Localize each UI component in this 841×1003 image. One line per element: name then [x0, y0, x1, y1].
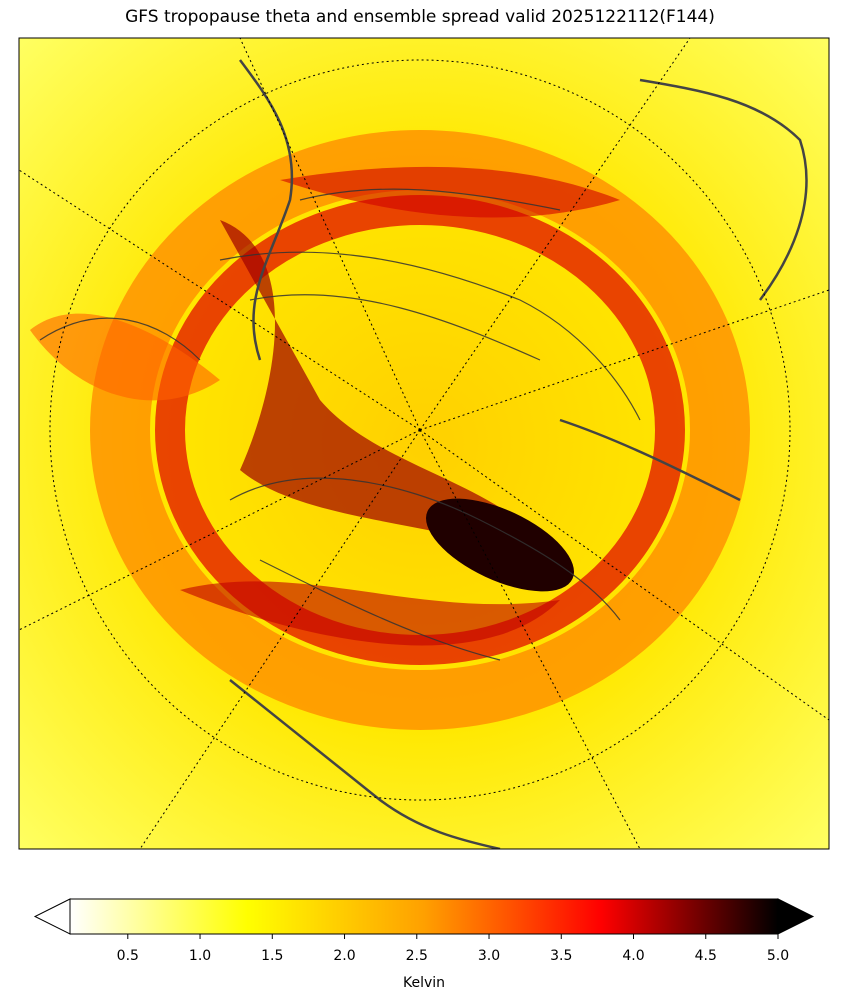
colorbar-tick-label: 2.5 — [406, 948, 428, 964]
map — [19, 38, 829, 849]
colorbar-extend-min — [33, 898, 71, 935]
colorbar: 0.5 1.0 1.5 2.0 2.5 3.0 3.5 4.0 4.5 5.0 — [33, 898, 815, 964]
colorbar-tick-label: 3.0 — [478, 948, 500, 964]
colorbar-tick-label: 0.5 — [117, 948, 139, 964]
colorbar-label: Kelvin — [403, 975, 445, 991]
colorbar-tick-label: 4.5 — [695, 948, 717, 964]
colorbar-tick-label: 3.5 — [550, 948, 572, 964]
title: GFS tropopause theta and ensemble spread… — [125, 7, 715, 27]
colorbar-tick-label: 1.5 — [261, 948, 283, 964]
colorbar-tick-label: 1.0 — [189, 948, 211, 964]
colorbar-tick-label: 2.0 — [333, 948, 355, 964]
colorbar-tick-label: 4.0 — [622, 948, 644, 964]
map-frame — [18, 37, 830, 850]
colorbar-tick-label: 5.0 — [767, 948, 789, 964]
colorbar-ramp — [69, 898, 779, 935]
colorbar-extend-max — [777, 898, 815, 935]
